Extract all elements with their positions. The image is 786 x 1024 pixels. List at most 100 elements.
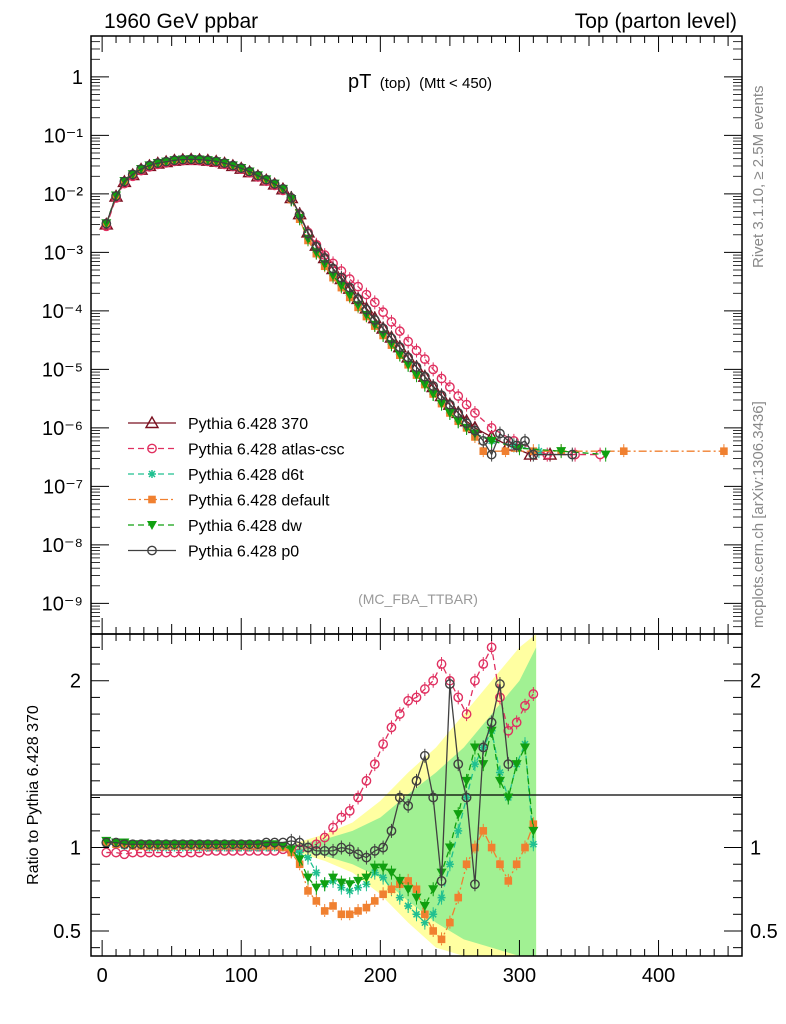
main-data-point xyxy=(394,326,405,337)
main-data-point xyxy=(411,371,422,381)
main-data-point xyxy=(479,447,488,455)
main-data-point xyxy=(470,425,480,436)
y-tick-label: 10⁻⁸ xyxy=(42,535,83,557)
ratio-data-point xyxy=(386,868,397,878)
main-data-point xyxy=(503,435,514,446)
main-data-point xyxy=(394,342,405,353)
main-series-line xyxy=(105,158,540,452)
main-data-point xyxy=(101,219,112,229)
y-tick-label: 10⁻⁹ xyxy=(42,593,83,615)
main-data-point xyxy=(111,191,121,201)
legend-marker xyxy=(148,470,156,478)
main-panel: 1 10⁻¹ 10⁻² 10⁻³ 10⁻⁴ 10⁻⁵ 10⁻⁶ 10⁻⁷ 10⁻⁸ 10⁻⁹ xyxy=(42,35,743,635)
legend-item: Pythia 6.428 p0 xyxy=(128,544,299,561)
plot-title-sub1: (top) xyxy=(380,75,411,92)
ratio-data-point xyxy=(362,903,371,912)
ratio-data-point xyxy=(478,742,489,753)
ratio-data-point xyxy=(454,826,463,835)
ratio-data-point xyxy=(379,873,388,882)
ratio-data-point xyxy=(428,885,439,895)
ratio-data-point xyxy=(462,860,471,869)
x-tick-label: 0 xyxy=(97,965,108,987)
main-data-point xyxy=(253,170,263,181)
ratio-curves xyxy=(101,640,539,947)
main-data-point xyxy=(567,449,578,460)
ratio-data-point xyxy=(328,845,338,856)
ratio-data-point xyxy=(429,910,438,919)
ratio-data-point xyxy=(312,897,321,905)
main-data-point xyxy=(600,450,611,460)
ratio-data-point xyxy=(411,775,422,786)
main-data-point xyxy=(336,272,347,283)
ratio-data-point xyxy=(521,843,529,852)
ratio-data-point xyxy=(303,873,313,883)
main-series xyxy=(101,154,578,462)
main-data-point xyxy=(486,436,497,446)
y-tick-label: 1 xyxy=(72,67,83,89)
main-data-point xyxy=(311,241,322,252)
main-data-point xyxy=(461,418,472,429)
ratio-y-tick-label: 0.5 xyxy=(53,921,81,943)
main-data-point xyxy=(101,218,112,229)
ratio-data-point xyxy=(345,910,354,919)
main-data-point xyxy=(444,382,455,392)
ratio-data-point xyxy=(494,776,505,786)
ratio-data-point xyxy=(344,844,355,855)
ratio-data-point xyxy=(311,883,322,893)
ratio-data-point xyxy=(387,885,396,894)
ratio-data-point xyxy=(404,877,412,885)
ratio-data-point xyxy=(419,901,430,911)
main-data-point xyxy=(495,428,505,439)
main-data-point xyxy=(419,371,430,382)
main-data-point xyxy=(501,447,510,455)
main-data-point xyxy=(269,179,280,189)
ratio-data-point xyxy=(470,879,480,890)
main-data-point xyxy=(619,447,628,455)
main-data-point xyxy=(436,390,447,401)
ratio-data-point xyxy=(495,692,505,703)
main-data-point xyxy=(278,183,288,194)
ratio-data-point xyxy=(503,725,514,736)
ratio-data-point xyxy=(436,659,447,669)
main-series xyxy=(102,155,543,459)
main-axes: 1 10⁻¹ 10⁻² 10⁻³ 10⁻⁴ 10⁻⁵ 10⁻⁶ 10⁻⁷ 10⁻⁸ 10⁻⁹ xyxy=(42,35,742,635)
ratio-data-point xyxy=(436,876,447,886)
ratio-data-point xyxy=(511,717,522,728)
ratio-data-point xyxy=(403,800,414,811)
ratio-data-point xyxy=(328,822,338,833)
ratio-data-point xyxy=(370,897,379,905)
legend: Pythia 6.428 370 Pythia 6.428 atlas-csc Py… xyxy=(128,415,345,561)
main-series xyxy=(99,152,558,462)
ratio-data-point xyxy=(411,692,422,703)
main-data-point xyxy=(386,316,397,327)
main-data-point xyxy=(286,193,297,203)
main-data-point xyxy=(244,166,255,177)
ratio-data-point xyxy=(461,792,472,803)
main-data-point xyxy=(542,447,558,460)
ratio-data-point xyxy=(444,843,455,853)
legend-marker xyxy=(148,495,156,504)
ratio-data-point xyxy=(471,843,479,852)
main-data-point xyxy=(411,345,422,356)
main-data-point xyxy=(127,169,138,180)
ratio-panel: 0 100 200 300 400 0.5 0.5 1 1 2 2 xyxy=(53,633,778,987)
ratio-data-point xyxy=(404,901,413,910)
ratio-data-point xyxy=(412,910,421,919)
main-data-point xyxy=(119,176,130,187)
side-text-top: Rivet 3.1.10, ≥ 2.5M events xyxy=(750,86,767,269)
x-tick-label: 400 xyxy=(642,965,675,987)
ratio-data-point xyxy=(419,750,430,761)
ratio-data-point xyxy=(437,893,446,902)
x-tick-label: 300 xyxy=(503,965,536,987)
legend-marker xyxy=(144,415,160,429)
main-data-point xyxy=(520,435,530,446)
ratio-data-point xyxy=(528,826,539,836)
main-data-point xyxy=(453,417,464,427)
ratio-series-line xyxy=(106,728,534,924)
ratio-data-point xyxy=(428,792,439,803)
ratio-data-point xyxy=(503,759,514,770)
ratio-data-point xyxy=(378,863,389,873)
ratio-data-point xyxy=(369,845,380,856)
main-data-point xyxy=(378,323,389,334)
